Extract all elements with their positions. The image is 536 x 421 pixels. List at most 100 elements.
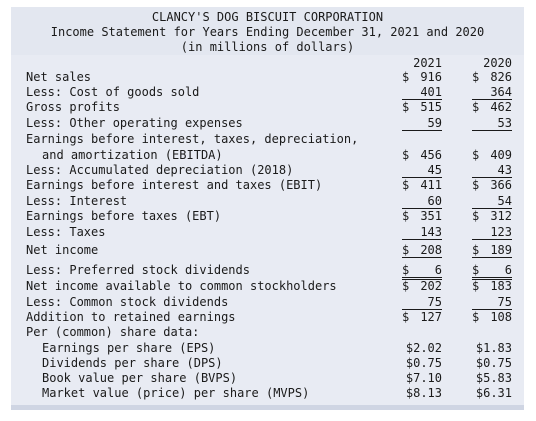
row-label: Dividends per share (DPS) <box>42 356 223 370</box>
statement-title: Income Statement for Years Ending Decemb… <box>50 25 485 39</box>
value-2020: 123 <box>472 225 512 240</box>
amount: 202 <box>420 279 442 293</box>
amount: 364 <box>490 85 512 99</box>
amount: 6 <box>504 263 512 277</box>
value-2021: $6 <box>402 263 442 280</box>
amount: 75 <box>427 295 442 309</box>
row-label: Less: Other operating expenses <box>26 116 243 130</box>
amount: 515 <box>420 100 442 114</box>
row-label: Earnings per share (EPS) <box>42 341 216 355</box>
statement-header: CLANCY'S DOG BISCUIT CORPORATION Income … <box>11 7 524 55</box>
dollar-sign: $ <box>472 100 480 114</box>
value-2021: 45 <box>402 163 442 178</box>
value-2020: 53 <box>472 116 512 131</box>
row-label: Per (common) share data: <box>26 325 200 339</box>
row-label: Less: Interest <box>26 194 128 208</box>
row-label: Earnings before interest, taxes, depreci… <box>26 132 359 146</box>
value-2020: $6 <box>472 263 512 280</box>
amount: 60 <box>427 194 442 208</box>
dollar-sign: $ <box>472 279 480 293</box>
value-2021: 60 <box>402 194 442 209</box>
amount: 43 <box>497 163 512 177</box>
value-2021: 59 <box>402 116 442 131</box>
amount: $8.13 <box>405 386 442 400</box>
amount: 456 <box>420 148 442 162</box>
dollar-sign: $ <box>472 243 480 257</box>
amount: 312 <box>490 209 512 223</box>
amount: 53 <box>497 116 512 130</box>
amount: 108 <box>490 310 512 324</box>
row-label: Less: Accumulated depreciation (2018) <box>26 163 294 177</box>
value-2021: 143 <box>402 225 442 240</box>
amount: 59 <box>427 116 442 130</box>
value-2021: 75 <box>402 295 442 310</box>
amount: 183 <box>490 279 512 293</box>
amount: 6 <box>434 263 442 277</box>
amount: $6.31 <box>475 386 512 400</box>
row-label: and amortization (EBITDA) <box>42 148 223 162</box>
row-label: Earnings before interest and taxes (EBIT… <box>26 178 323 192</box>
amount: 189 <box>490 243 512 257</box>
row-label: Gross profits <box>26 100 120 114</box>
value-2020: $189 <box>472 243 512 258</box>
value-2020: 364 <box>472 85 512 100</box>
amount: 54 <box>497 194 512 208</box>
amount: $0.75 <box>405 356 442 370</box>
row-label: Market value (price) per share (MVPS) <box>42 386 310 400</box>
value-2021: $208 <box>402 243 442 258</box>
dollar-sign: $ <box>402 209 410 223</box>
dollar-sign: $ <box>472 70 480 84</box>
dollar-sign: $ <box>472 148 480 162</box>
amount: 401 <box>420 85 442 99</box>
row-label: Addition to retained earnings <box>26 310 236 324</box>
dollar-sign: $ <box>402 243 410 257</box>
column-header-2020: 2020 <box>483 56 512 70</box>
statement-units: (in millions of dollars) <box>180 40 355 54</box>
amount: $2.02 <box>405 341 442 355</box>
amount: 366 <box>490 178 512 192</box>
amount: $1.83 <box>475 341 512 355</box>
value-2020: 75 <box>472 295 512 310</box>
dollar-sign: $ <box>402 178 410 192</box>
dollar-sign: $ <box>402 310 410 324</box>
row-label: Net income available to common stockhold… <box>26 279 337 293</box>
dollar-sign: $ <box>472 310 480 324</box>
row-label: Less: Cost of goods sold <box>26 85 200 99</box>
amount: 462 <box>490 100 512 114</box>
row-label: Net income <box>26 243 99 257</box>
amount: 411 <box>420 178 442 192</box>
dollar-sign: $ <box>472 263 480 277</box>
amount: 208 <box>420 243 442 257</box>
row-label: Book value per share (BVPS) <box>42 371 238 385</box>
amount: 127 <box>420 310 442 324</box>
dollar-sign: $ <box>472 209 480 223</box>
dollar-sign: $ <box>472 178 480 192</box>
row-label: Net sales <box>26 70 92 84</box>
amount: $7.10 <box>405 371 442 385</box>
value-2020: 54 <box>472 194 512 209</box>
dollar-sign: $ <box>402 148 410 162</box>
amount: 826 <box>490 70 512 84</box>
row-label: Earnings before taxes (EBT) <box>26 209 222 223</box>
row-label: Less: Common stock dividends <box>26 295 229 309</box>
amount: 143 <box>420 225 442 239</box>
row-label: Less: Taxes <box>26 225 106 239</box>
bottom-divider <box>11 405 524 410</box>
value-2020: 43 <box>472 163 512 178</box>
company-name: CLANCY'S DOG BISCUIT CORPORATION <box>151 10 384 24</box>
dollar-sign: $ <box>402 279 410 293</box>
value-2021: 401 <box>402 85 442 100</box>
amount: 75 <box>497 295 512 309</box>
dollar-sign: $ <box>402 70 410 84</box>
amount: $5.83 <box>475 371 512 385</box>
amount: 409 <box>490 148 512 162</box>
column-header-2021: 2021 <box>413 56 442 70</box>
amount: $0.75 <box>475 356 512 370</box>
row-label: Less: Preferred stock dividends <box>26 263 250 277</box>
amount: 916 <box>420 70 442 84</box>
amount: 45 <box>427 163 442 177</box>
amount: 123 <box>490 225 512 239</box>
dollar-sign: $ <box>402 263 410 277</box>
amount: 351 <box>420 209 442 223</box>
dollar-sign: $ <box>402 100 410 114</box>
